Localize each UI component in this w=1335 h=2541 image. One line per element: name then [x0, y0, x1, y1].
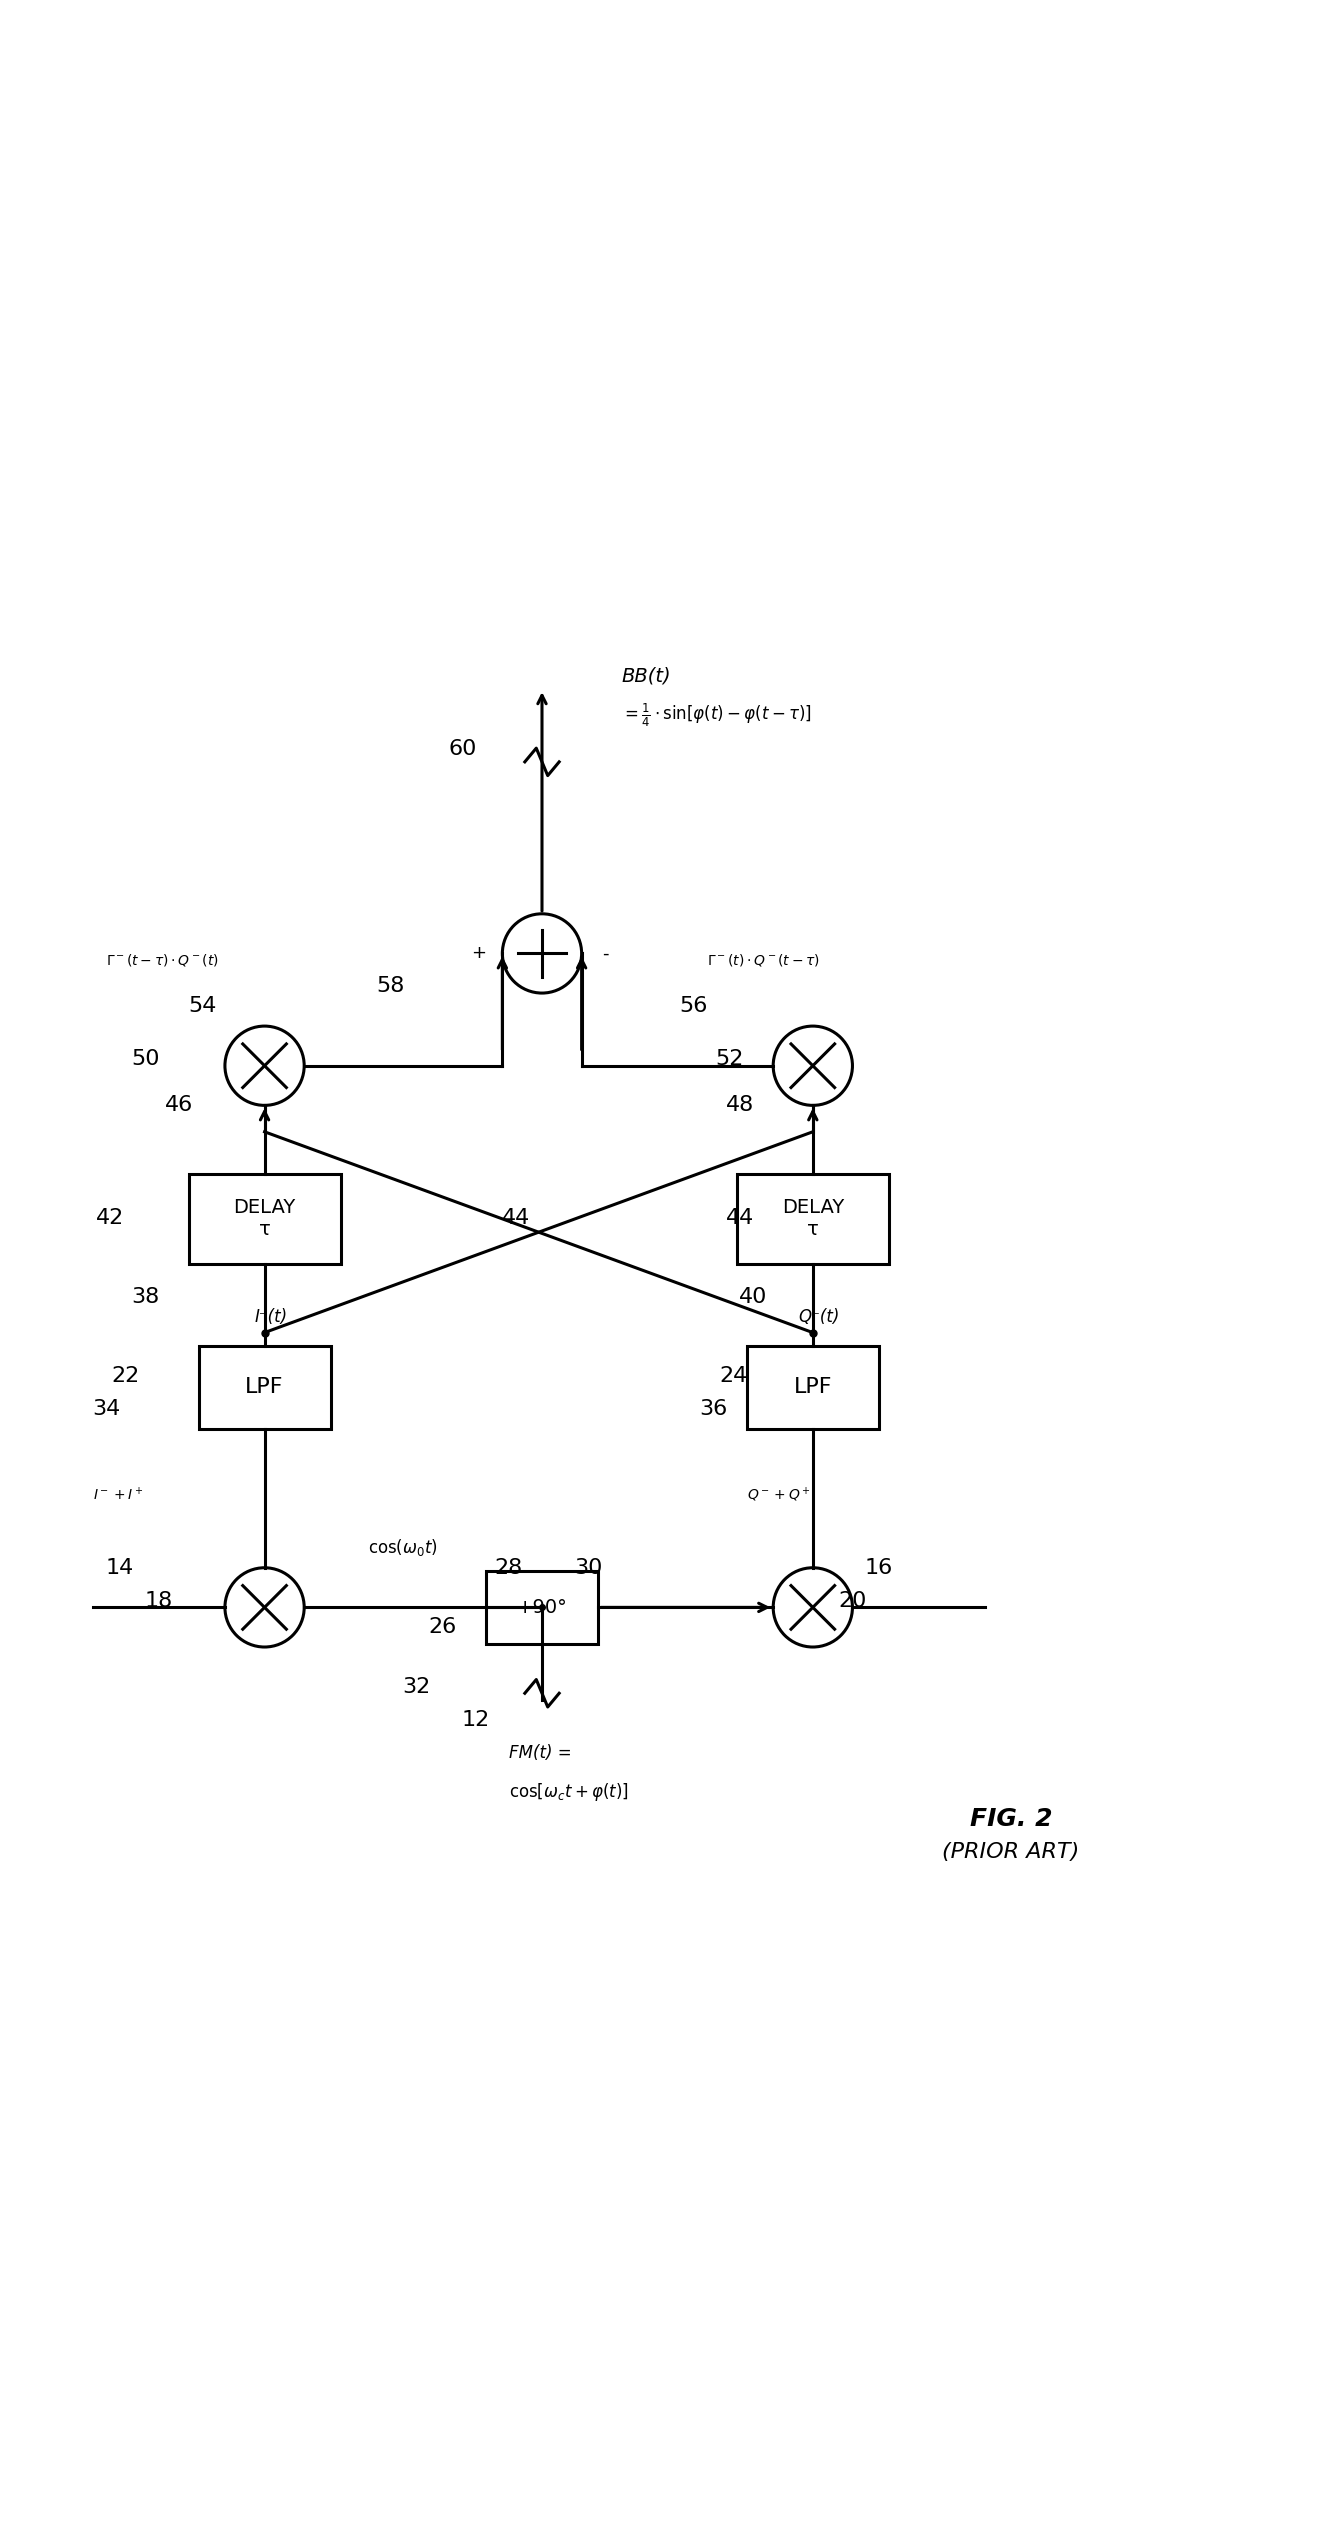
Text: 46: 46: [164, 1095, 192, 1115]
Text: LPF: LPF: [793, 1377, 832, 1398]
Text: 40: 40: [740, 1286, 768, 1306]
Text: $\cos[\omega_c t + \varphi(t)]$: $\cos[\omega_c t + \varphi(t)]$: [509, 1781, 629, 1804]
Text: (PRIOR ART): (PRIOR ART): [943, 1842, 1080, 1863]
Text: 16: 16: [865, 1558, 893, 1578]
Text: 34: 34: [92, 1400, 120, 1420]
Text: $\Gamma^-(t-\tau)\cdot Q^-(t)$: $\Gamma^-(t-\tau)\cdot Q^-(t)$: [105, 953, 219, 968]
Text: 44: 44: [726, 1207, 754, 1227]
Text: 56: 56: [680, 996, 708, 1016]
Text: $Q^- + Q^+$: $Q^- + Q^+$: [746, 1486, 810, 1504]
Text: BB(t): BB(t): [621, 666, 672, 686]
Text: 52: 52: [716, 1049, 744, 1070]
Text: DELAY
τ: DELAY τ: [782, 1199, 844, 1240]
Text: $=\frac{1}{4}\cdot\sin[\varphi(t)-\varphi(t-\tau)]$: $=\frac{1}{4}\cdot\sin[\varphi(t)-\varph…: [621, 701, 812, 729]
Text: 50: 50: [131, 1049, 160, 1070]
Text: DELAY
τ: DELAY τ: [234, 1199, 295, 1240]
Text: -: -: [602, 945, 609, 963]
Text: +90°: +90°: [517, 1598, 567, 1616]
Text: 26: 26: [429, 1616, 457, 1636]
Text: 32: 32: [402, 1677, 431, 1697]
Text: 38: 38: [132, 1286, 160, 1306]
Text: $I^- + I^+$: $I^- + I^+$: [93, 1486, 143, 1504]
Text: I⁻(t): I⁻(t): [255, 1309, 288, 1326]
Text: 42: 42: [96, 1207, 124, 1227]
FancyBboxPatch shape: [486, 1570, 598, 1644]
FancyBboxPatch shape: [188, 1174, 340, 1263]
Text: FM(t) =: FM(t) =: [509, 1743, 571, 1761]
Text: 36: 36: [700, 1400, 728, 1420]
FancyBboxPatch shape: [199, 1347, 331, 1428]
Text: 22: 22: [112, 1367, 140, 1387]
FancyBboxPatch shape: [746, 1347, 878, 1428]
Text: 48: 48: [726, 1095, 754, 1115]
Text: 18: 18: [144, 1591, 174, 1611]
Text: 20: 20: [838, 1591, 866, 1611]
Text: 30: 30: [574, 1558, 602, 1578]
Text: 28: 28: [495, 1558, 523, 1578]
Text: FIG. 2: FIG. 2: [969, 1807, 1052, 1830]
Text: 14: 14: [105, 1558, 134, 1578]
Text: 12: 12: [462, 1710, 490, 1730]
FancyBboxPatch shape: [737, 1174, 889, 1263]
Text: +: +: [471, 945, 486, 963]
Text: 54: 54: [188, 996, 216, 1016]
Text: $\Gamma^-(t)\cdot Q^-(t-\tau)$: $\Gamma^-(t)\cdot Q^-(t-\tau)$: [708, 953, 820, 968]
Text: Q⁻(t): Q⁻(t): [798, 1309, 840, 1326]
Text: 58: 58: [376, 976, 405, 996]
Text: 60: 60: [449, 739, 477, 760]
Text: LPF: LPF: [246, 1377, 284, 1398]
Text: 24: 24: [720, 1367, 748, 1387]
Text: 44: 44: [502, 1207, 530, 1227]
Text: $\cos(\omega_0 t)$: $\cos(\omega_0 t)$: [368, 1537, 438, 1558]
